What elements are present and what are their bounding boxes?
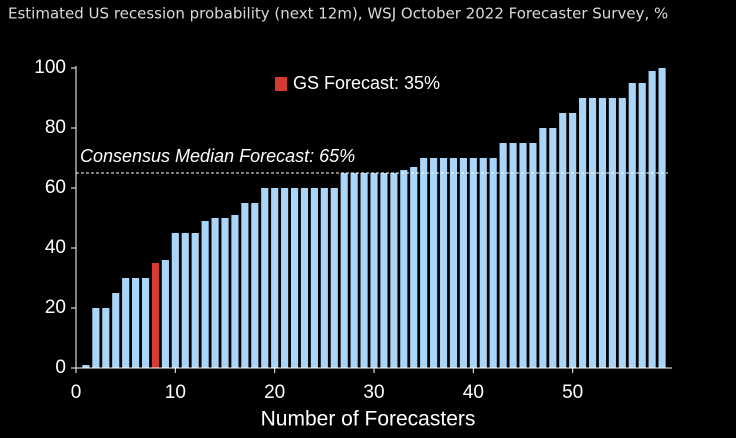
y-tick-label: 0 — [55, 357, 66, 378]
x-tick-label: 30 — [363, 382, 384, 403]
bar — [638, 83, 646, 368]
bar — [579, 98, 587, 368]
bar — [141, 278, 150, 368]
bar — [251, 203, 259, 368]
legend-label: GS Forecast: 35% — [293, 73, 440, 93]
chart-title: Estimated US recession probability (next… — [8, 5, 668, 23]
bar — [588, 98, 597, 368]
bar — [390, 173, 398, 368]
bar — [201, 221, 209, 368]
bar — [559, 113, 567, 368]
bar — [479, 158, 487, 368]
bar — [370, 173, 378, 368]
reference-label: Consensus Median Forecast: 65% — [80, 146, 355, 166]
y-tick-label: 20 — [45, 297, 66, 318]
bar — [519, 143, 527, 368]
bar — [449, 158, 458, 368]
y-tick-label: 60 — [45, 177, 66, 198]
bar — [112, 293, 120, 368]
y-tick-label: 40 — [45, 237, 66, 258]
bar — [410, 167, 418, 368]
bar — [459, 158, 467, 368]
bar — [489, 158, 497, 368]
bar — [241, 203, 249, 368]
x-tick-label: 10 — [165, 382, 186, 403]
bar — [330, 188, 338, 368]
bar — [608, 98, 616, 368]
bar — [569, 113, 577, 368]
x-axis-label: Number of Forecasters — [261, 408, 476, 431]
y-tick-label: 100 — [34, 57, 66, 78]
bar — [469, 158, 477, 368]
bar — [211, 218, 219, 368]
bar — [132, 278, 140, 368]
bar — [360, 173, 368, 368]
bar — [509, 143, 517, 368]
bar — [350, 173, 358, 368]
bar — [380, 173, 388, 368]
bar — [439, 158, 448, 368]
bar — [320, 188, 328, 368]
bar — [430, 158, 438, 368]
bar — [290, 188, 299, 368]
bar — [161, 260, 169, 368]
x-tick-label: 50 — [562, 382, 583, 403]
bar — [181, 233, 189, 368]
bar — [231, 215, 239, 368]
bar — [261, 188, 269, 368]
bar — [598, 98, 607, 368]
bar — [281, 188, 289, 368]
bar — [122, 278, 130, 368]
bar — [171, 233, 179, 368]
bar — [102, 308, 110, 368]
bar — [340, 173, 348, 368]
bar — [151, 263, 160, 368]
y-tick-label: 80 — [45, 117, 66, 138]
x-tick-label: 40 — [463, 382, 484, 403]
bar — [549, 128, 557, 368]
bar — [420, 158, 428, 368]
bar — [499, 143, 507, 368]
bar — [82, 365, 90, 368]
bar — [191, 233, 199, 368]
bar — [92, 308, 100, 368]
bar — [539, 128, 547, 368]
x-tick-label: 20 — [264, 382, 285, 403]
bar — [271, 188, 279, 368]
bar — [300, 188, 309, 368]
x-tick-label: 0 — [71, 382, 82, 403]
bar — [529, 143, 537, 368]
legend-swatch — [275, 77, 287, 91]
bar — [628, 83, 636, 368]
bar — [618, 98, 626, 368]
bar — [221, 218, 229, 368]
bar — [400, 170, 408, 368]
bar — [658, 68, 666, 368]
bar — [648, 71, 656, 368]
bar — [310, 188, 318, 368]
